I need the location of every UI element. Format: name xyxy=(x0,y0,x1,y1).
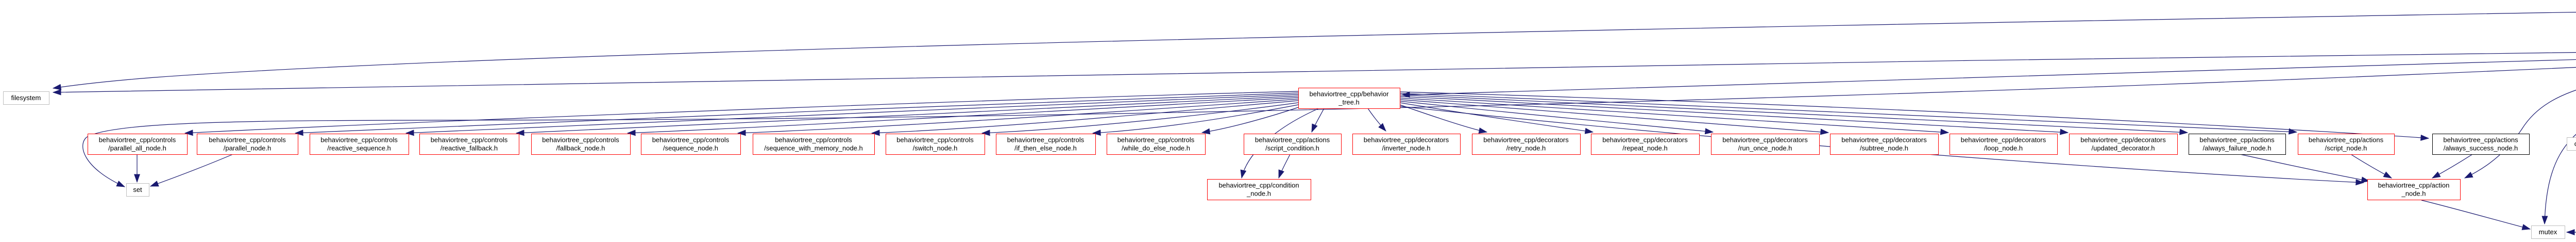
svg-text:/loop_node.h: /loop_node.h xyxy=(1984,144,2023,152)
svg-text:behaviortree_cpp/actions: behaviortree_cpp/actions xyxy=(2443,136,2518,144)
svg-text:behaviortree_cpp/decorators: behaviortree_cpp/decorators xyxy=(1961,136,2046,144)
svg-text:behaviortree_cpp/controls: behaviortree_cpp/controls xyxy=(1117,136,1195,144)
svg-text:behaviortree_cpp/decorators: behaviortree_cpp/decorators xyxy=(2080,136,2166,144)
svg-text:behaviortree_cpp/decorators: behaviortree_cpp/decorators xyxy=(1602,136,1688,144)
svg-text:/fallback_node.h: /fallback_node.h xyxy=(556,144,605,152)
svg-text:/script_condition.h: /script_condition.h xyxy=(1265,144,1319,152)
svg-text:/while_do_else_node.h: /while_do_else_node.h xyxy=(1122,144,1190,152)
svg-text:set: set xyxy=(133,186,142,193)
svg-text:/reactive_fallback.h: /reactive_fallback.h xyxy=(440,144,498,152)
svg-text:/always_failure_node.h: /always_failure_node.h xyxy=(2203,144,2272,152)
svg-text:/subtree_node.h: /subtree_node.h xyxy=(1860,144,1908,152)
svg-text:behaviortree_cpp/decorators: behaviortree_cpp/decorators xyxy=(1364,136,1449,144)
svg-text:behaviortree_cpp/controls: behaviortree_cpp/controls xyxy=(896,136,974,144)
svg-text:_node.h: _node.h xyxy=(2401,190,2426,198)
svg-text:behaviortree_cpp/actions: behaviortree_cpp/actions xyxy=(2309,136,2384,144)
svg-text:/repeat_node.h: /repeat_node.h xyxy=(1622,144,1667,152)
svg-text:behaviortree_cpp/controls: behaviortree_cpp/controls xyxy=(209,136,286,144)
svg-text:behaviortree_cpp/controls: behaviortree_cpp/controls xyxy=(320,136,398,144)
svg-text:behaviortree_cpp/decorators: behaviortree_cpp/decorators xyxy=(1722,136,1808,144)
svg-text:/script_node.h: /script_node.h xyxy=(2325,144,2367,152)
svg-text:/always_success_node.h: /always_success_node.h xyxy=(2444,144,2518,152)
svg-text:optional: optional xyxy=(2574,140,2576,148)
svg-text:/parallel_node.h: /parallel_node.h xyxy=(224,144,272,152)
svg-text:/updated_decorator.h: /updated_decorator.h xyxy=(2092,144,2155,152)
svg-text:_tree.h: _tree.h xyxy=(1338,99,1359,106)
svg-text:_node.h: _node.h xyxy=(1246,190,1271,198)
svg-text:/run_once_node.h: /run_once_node.h xyxy=(1738,144,1792,152)
svg-text:behaviortree_cpp/action: behaviortree_cpp/action xyxy=(2378,182,2450,189)
svg-text:/inverter_node.h: /inverter_node.h xyxy=(1382,144,1431,152)
svg-text:/reactive_sequence.h: /reactive_sequence.h xyxy=(327,144,391,152)
svg-text:behaviortree_cpp/decorators: behaviortree_cpp/decorators xyxy=(1483,136,1569,144)
svg-text:behaviortree_cpp/actions: behaviortree_cpp/actions xyxy=(1255,136,1330,144)
svg-text:behaviortree_cpp/behavior: behaviortree_cpp/behavior xyxy=(1310,90,1389,98)
svg-text:behaviortree_cpp/controls: behaviortree_cpp/controls xyxy=(431,136,508,144)
svg-text:/retry_node.h: /retry_node.h xyxy=(1506,144,1546,152)
svg-text:/parallel_all_node.h: /parallel_all_node.h xyxy=(108,144,166,152)
svg-text:mutex: mutex xyxy=(2539,228,2557,236)
svg-text:filesystem: filesystem xyxy=(11,94,41,102)
svg-text:/sequence_node.h: /sequence_node.h xyxy=(663,144,718,152)
svg-text:behaviortree_cpp/controls: behaviortree_cpp/controls xyxy=(652,136,730,144)
svg-text:behaviortree_cpp/actions: behaviortree_cpp/actions xyxy=(2199,136,2275,144)
svg-text:behaviortree_cpp/decorators: behaviortree_cpp/decorators xyxy=(1841,136,1927,144)
svg-text:/switch_node.h: /switch_node.h xyxy=(913,144,958,152)
svg-text:behaviortree_cpp/controls: behaviortree_cpp/controls xyxy=(99,136,176,144)
svg-text:/sequence_with_memory_node.h: /sequence_with_memory_node.h xyxy=(764,144,863,152)
svg-text:/if_then_else_node.h: /if_then_else_node.h xyxy=(1014,144,1077,152)
svg-text:behaviortree_cpp/condition: behaviortree_cpp/condition xyxy=(1218,182,1299,189)
svg-text:behaviortree_cpp/controls: behaviortree_cpp/controls xyxy=(542,136,619,144)
svg-text:behaviortree_cpp/controls: behaviortree_cpp/controls xyxy=(775,136,852,144)
svg-text:behaviortree_cpp/controls: behaviortree_cpp/controls xyxy=(1007,136,1084,144)
